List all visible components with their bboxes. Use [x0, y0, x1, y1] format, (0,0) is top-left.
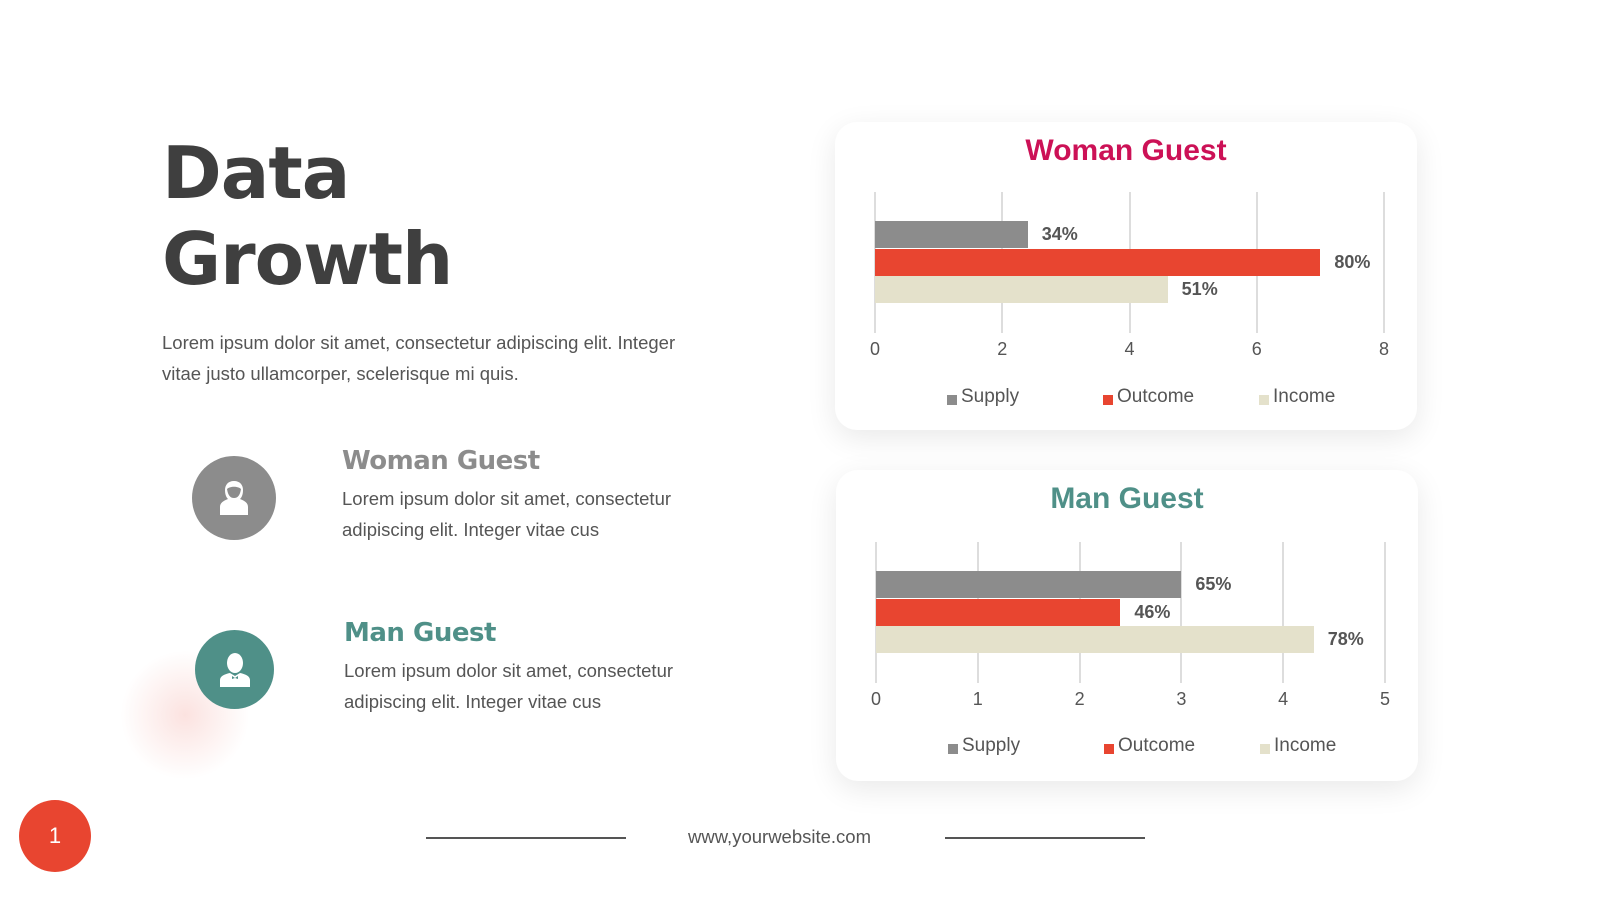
intro-text: Lorem ipsum dolor sit amet, consectetur …	[162, 332, 676, 384]
x-tick-label: 2	[1074, 689, 1085, 709]
x-tick-label: 5	[1379, 689, 1391, 709]
x-tick-label: 4	[1124, 339, 1135, 359]
footer-website: www,yourwebsite.com	[688, 826, 872, 847]
legend-swatch	[948, 744, 958, 754]
gridline	[1383, 192, 1385, 333]
title-line-2: Growth	[162, 217, 453, 301]
legend-swatch	[1104, 744, 1114, 754]
man-guest-chart-card: Man Guest 0 1 2 3 4 5 65% 46% 78% Supply Outcome In…	[836, 470, 1418, 781]
gridline	[1384, 542, 1386, 683]
woman-user-icon	[192, 456, 276, 540]
page-number-badge: 1	[19, 800, 91, 872]
legend-label: Supply	[962, 735, 1021, 756]
data-label: 80%	[1334, 251, 1371, 272]
x-tick-label: 4	[1278, 689, 1289, 709]
man-user-icon	[195, 630, 274, 709]
legend-item-supply: Supply	[947, 386, 1019, 408]
man-guest-description: Lorem ipsum dolor sit amet, consectetur …	[344, 660, 674, 712]
legend-item-supply: Supply	[948, 735, 1020, 757]
legend-label: Outcome	[1118, 735, 1196, 756]
legend-label: Outcome	[1117, 386, 1195, 407]
bar-outcome	[875, 248, 1321, 276]
bar-outcome	[876, 598, 1121, 626]
bar-supply	[876, 571, 1182, 598]
woman-guest-chart-card: Woman Guest 0 2 4 6 8 34% 80% 51% Supply Outcome I…	[835, 122, 1417, 430]
gridline	[1180, 542, 1183, 683]
page-title: Data Growth	[162, 130, 453, 302]
bar-income	[875, 276, 1168, 303]
legend-swatch	[1259, 395, 1269, 405]
x-tick-label: 6	[1251, 339, 1262, 359]
title-line-1: Data	[162, 131, 350, 215]
legend-item-outcome: Outcome	[1104, 735, 1195, 757]
legend-label: Income	[1274, 735, 1337, 756]
gridline	[1282, 542, 1285, 683]
legend-item-outcome: Outcome	[1103, 386, 1194, 408]
x-tick-label: 1	[972, 689, 983, 709]
legend-label: Supply	[961, 386, 1020, 407]
man-guest-heading: Man Guest	[344, 618, 496, 648]
x-tick-label: 0	[869, 339, 881, 359]
woman-guest-heading: Woman Guest	[342, 446, 540, 476]
legend-swatch	[1103, 395, 1113, 405]
x-tick-label: 3	[1176, 689, 1187, 709]
bar-supply	[875, 221, 1028, 248]
x-tick-label: 2	[997, 339, 1008, 359]
plot-area: 0 1 2 3 4 5 65% 46% 78%	[871, 542, 1390, 709]
woman-guest-description: Lorem ipsum dolor sit amet, consectetur …	[342, 488, 672, 540]
footer-divider-left	[426, 837, 626, 839]
legend-label: Income	[1273, 386, 1336, 407]
data-label: 65%	[1195, 574, 1232, 594]
data-label: 46%	[1134, 601, 1171, 622]
legend-item-income: Income	[1260, 735, 1336, 757]
chart-title: Man Guest	[1050, 482, 1204, 515]
plot-area: 0 2 4 6 8 34% 80% 51%	[870, 192, 1389, 359]
bar-income	[876, 626, 1314, 653]
x-tick-label: 8	[1378, 339, 1390, 359]
data-label: 78%	[1327, 629, 1364, 649]
data-label: 34%	[1041, 224, 1078, 244]
legend-swatch	[947, 395, 957, 405]
x-tick-label: 0	[870, 689, 882, 709]
legend-swatch	[1260, 744, 1270, 754]
footer-divider-right	[945, 837, 1145, 839]
data-label: 51%	[1181, 279, 1218, 299]
chart-title: Woman Guest	[1025, 134, 1227, 167]
legend-item-income: Income	[1259, 386, 1335, 408]
